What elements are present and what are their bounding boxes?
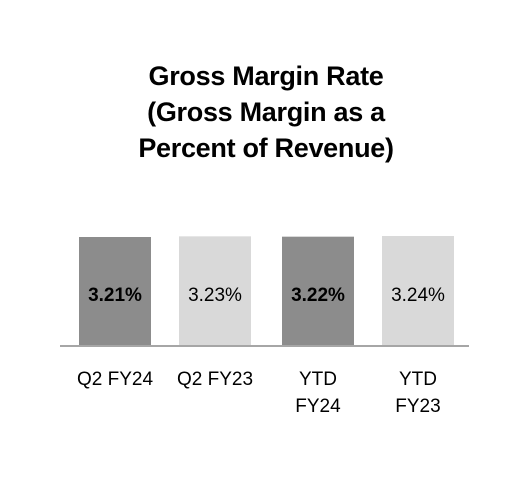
- chart-title-line-2: (Gross Margin as a: [147, 97, 385, 127]
- chart-title-line-1: Gross Margin Rate: [148, 61, 384, 91]
- data-label-2: 3.23%: [188, 285, 242, 306]
- category-label-3-line-2: FY24: [295, 396, 341, 417]
- category-label-3-line-1: YTD: [299, 369, 337, 390]
- category-label-2: Q2 FY23: [177, 369, 253, 390]
- bar-3: [282, 236, 354, 345]
- bar-2: [179, 236, 251, 345]
- category-label-4-line-1: YTD: [399, 369, 437, 390]
- chart-title: Gross Margin Rate (Gross Margin as a Per…: [0, 58, 532, 166]
- chart-title-line-3: Percent of Revenue): [138, 133, 394, 163]
- data-label-4: 3.24%: [391, 285, 445, 306]
- bar-4: [382, 236, 454, 345]
- data-label-3: 3.22%: [291, 285, 345, 306]
- bar-1: [79, 237, 151, 345]
- data-label-1: 3.21%: [88, 285, 142, 306]
- category-label-4-line-2: FY23: [395, 396, 440, 417]
- category-label-1: Q2 FY24: [77, 369, 153, 390]
